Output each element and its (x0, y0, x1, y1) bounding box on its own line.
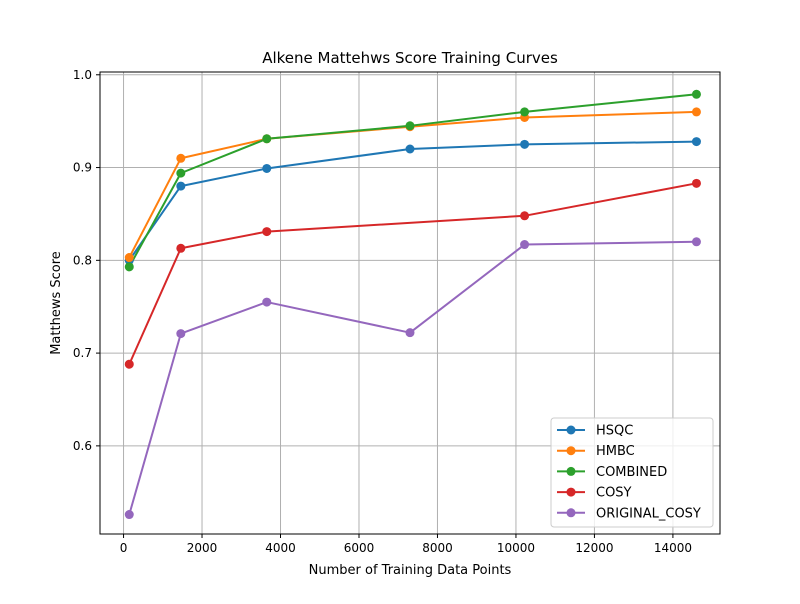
grid-lines (100, 72, 720, 534)
y-tick-label: 0.8 (73, 253, 92, 267)
legend-item-hmbc: HMBC (557, 444, 635, 459)
data-point-original-cosy (520, 240, 530, 250)
data-point-cosy (176, 243, 186, 253)
data-point-combined (124, 262, 134, 272)
legend-marker (566, 425, 576, 435)
series-line-hsqc (128, 140, 697, 261)
x-axis-ticks: 0 2000 4000 6000 8000 10000 12000 14000 (120, 534, 692, 555)
x-tick-label: 0 (120, 541, 128, 555)
legend-item-original-cosy: ORIGINAL_COSY (557, 506, 701, 521)
y-axis-ticks: 0.6 0.7 0.8 0.9 1.0 (73, 68, 100, 453)
legend-item-cosy: COSY (557, 486, 632, 501)
y-axis-label: Matthews Score (49, 251, 64, 355)
data-point-original-cosy (405, 328, 415, 338)
x-tick-label: 14000 (654, 541, 692, 555)
legend-item-combined: COMBINED (557, 465, 667, 480)
series-line-original-cosy (128, 240, 697, 515)
data-point-hsqc (691, 137, 701, 147)
data-point-hmbc (691, 107, 701, 117)
data-point-original-cosy (124, 510, 134, 520)
y-tick-label: 1.0 (73, 68, 92, 82)
data-point-hmbc (124, 253, 134, 263)
series-markers (124, 89, 701, 520)
data-point-hsqc (520, 139, 530, 149)
data-point-combined (520, 107, 530, 117)
data-point-original-cosy (691, 237, 701, 247)
y-tick-label: 0.7 (73, 346, 92, 360)
x-tick-label: 6000 (344, 541, 375, 555)
legend-label: COSY (596, 486, 632, 501)
data-point-cosy (124, 359, 134, 369)
x-tick-label: 10000 (497, 541, 535, 555)
legend-label: COMBINED (596, 465, 667, 480)
data-point-combined (405, 121, 415, 131)
legend-marker (566, 446, 576, 456)
x-tick-label: 8000 (422, 541, 453, 555)
data-point-combined (176, 168, 186, 178)
data-point-hsqc (262, 163, 272, 173)
legend-label: HSQC (596, 424, 633, 439)
legend-label: ORIGINAL_COSY (596, 506, 701, 521)
data-point-combined (262, 134, 272, 144)
data-point-combined (691, 89, 701, 99)
data-point-original-cosy (176, 329, 186, 339)
series-line-combined (128, 93, 697, 268)
y-tick-label: 0.6 (73, 439, 92, 453)
data-point-cosy (691, 178, 701, 188)
data-point-hsqc (405, 144, 415, 154)
x-axis-label: Number of Training Data Points (309, 563, 512, 578)
plot-area-frame (99, 71, 721, 535)
data-point-cosy (520, 211, 530, 221)
legend-label: HMBC (596, 444, 635, 459)
legend-marker (566, 466, 576, 476)
chart-title: Alkene Mattehws Score Training Curves (262, 49, 558, 67)
legend-marker (566, 508, 576, 518)
x-tick-label: 2000 (187, 541, 218, 555)
legend-box (550, 417, 714, 528)
legend-marker (566, 487, 576, 497)
data-point-cosy (262, 227, 272, 237)
legend-item-hsqc: HSQC (557, 424, 633, 439)
x-tick-label: 12000 (575, 541, 613, 555)
data-point-hmbc (176, 153, 186, 163)
y-tick-label: 0.9 (73, 161, 92, 175)
x-tick-label: 4000 (265, 541, 296, 555)
legend: HSQC HMBC COMBINED COSY ORIGINAL_COSY (550, 417, 714, 528)
data-point-hsqc (176, 181, 186, 191)
data-point-original-cosy (262, 297, 272, 307)
